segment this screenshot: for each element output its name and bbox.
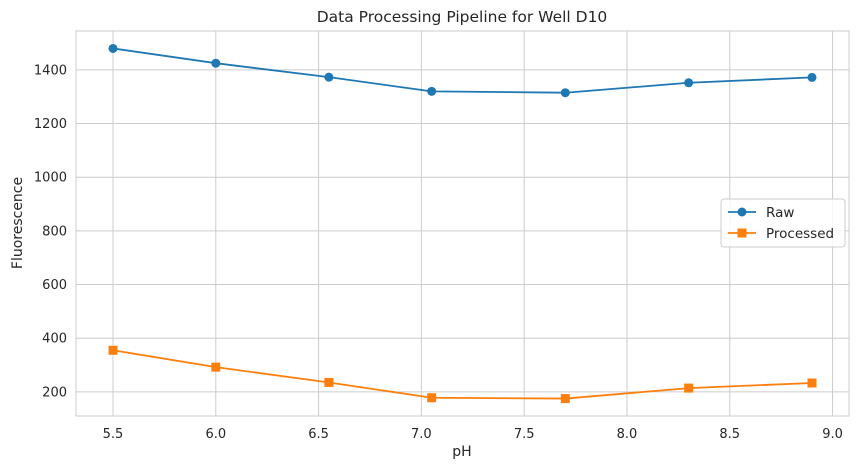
data-point-raw bbox=[560, 88, 570, 98]
legend-item-raw: Raw bbox=[728, 205, 794, 221]
x-axis-ticks: 5.5 6.0 6.5 7.0 7.5 8.0 8.5 9.0 bbox=[103, 427, 843, 442]
data-point-processed bbox=[684, 383, 694, 393]
legend-label: Processed bbox=[766, 226, 834, 242]
legend-marker bbox=[737, 228, 747, 238]
x-tick-label: 8.5 bbox=[719, 427, 740, 442]
plot-background bbox=[76, 31, 849, 416]
data-point-processed bbox=[324, 377, 334, 387]
data-point-processed bbox=[108, 345, 118, 355]
legend-box bbox=[720, 198, 846, 248]
x-tick-label: 5.5 bbox=[103, 427, 124, 442]
plot-area bbox=[75, 30, 850, 417]
x-tick-label: 6.0 bbox=[205, 427, 226, 442]
legend-marker bbox=[737, 207, 747, 217]
series-layer bbox=[108, 43, 817, 404]
x-tick-label: 7.5 bbox=[514, 427, 535, 442]
series-raw bbox=[108, 43, 817, 98]
chart-title: Data Processing Pipeline for Well D10 bbox=[317, 8, 608, 26]
legend-item-processed: Processed bbox=[728, 226, 834, 242]
legend-label: Raw bbox=[766, 205, 794, 221]
x-tick-label: 8.0 bbox=[617, 427, 638, 442]
y-tick-label: 400 bbox=[42, 332, 67, 347]
y-tick-label: 200 bbox=[42, 385, 67, 400]
data-point-raw bbox=[108, 43, 118, 53]
data-point-raw bbox=[807, 72, 817, 82]
y-axis-ticks: 200 400 600 800 1000 1200 1400 bbox=[34, 63, 67, 400]
legend: Raw Processed bbox=[720, 198, 846, 248]
y-tick-label: 1000 bbox=[34, 171, 67, 186]
y-tick-label: 800 bbox=[42, 224, 67, 239]
x-tick-label: 7.0 bbox=[411, 427, 432, 442]
x-tick-label: 6.5 bbox=[308, 427, 329, 442]
data-point-raw bbox=[324, 72, 334, 82]
y-tick-label: 1200 bbox=[34, 117, 67, 132]
y-tick-label: 1400 bbox=[34, 63, 67, 78]
plot-border bbox=[75, 30, 850, 417]
series-processed bbox=[108, 345, 817, 404]
x-tick-label: 9.0 bbox=[822, 427, 843, 442]
data-point-raw bbox=[684, 78, 694, 88]
data-point-processed bbox=[211, 362, 221, 372]
data-point-processed bbox=[807, 378, 817, 388]
y-tick-label: 600 bbox=[42, 278, 67, 293]
data-point-processed bbox=[427, 393, 437, 403]
data-point-raw bbox=[427, 86, 437, 96]
x-axis-label: pH bbox=[452, 444, 471, 460]
data-point-raw bbox=[211, 58, 221, 68]
y-axis-label: Fluorescence bbox=[10, 177, 26, 269]
data-point-processed bbox=[560, 394, 570, 404]
